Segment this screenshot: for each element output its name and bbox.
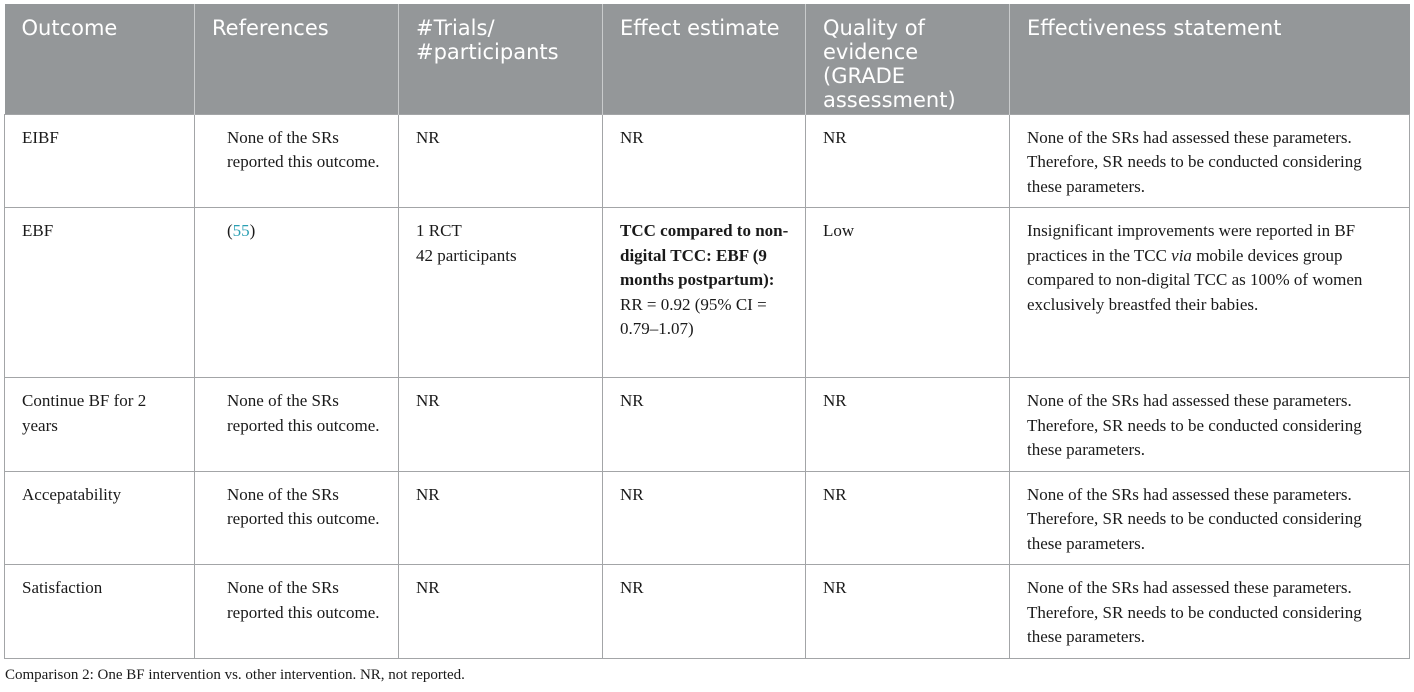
ref-open-paren: ( bbox=[227, 221, 233, 240]
cell-outcome: EIBF bbox=[4, 113, 195, 208]
cell-statement: None of the SRs had assessed these param… bbox=[1009, 377, 1410, 472]
cell-outcome: Continue BF for 2 years bbox=[4, 377, 195, 472]
header-references: References bbox=[194, 4, 399, 114]
cell-references: None of the SRs reported this outcome. bbox=[194, 377, 399, 472]
cell-outcome: Accepatability bbox=[4, 470, 195, 565]
header-outcome: Outcome bbox=[4, 4, 195, 114]
effect-comparison-label: TCC compared to non-digital TCC: EBF (9 … bbox=[620, 221, 789, 289]
cell-trials: NR bbox=[398, 377, 603, 472]
cell-quality: NR bbox=[805, 377, 1010, 472]
cell-references: None of the SRs reported this outcome. bbox=[194, 113, 399, 208]
header-quality-of-evidence: Quality of evidence (GRADE assessment) bbox=[805, 4, 1010, 114]
cell-trials: NR bbox=[398, 470, 603, 565]
cell-effect: NR bbox=[602, 377, 806, 472]
header-effectiveness-statement: Effectiveness statement bbox=[1009, 4, 1410, 114]
cell-quality: NR bbox=[805, 470, 1010, 565]
header-effect-estimate: Effect estimate bbox=[602, 4, 806, 114]
citation-link[interactable]: 55 bbox=[232, 221, 250, 240]
cell-effect: NR bbox=[602, 564, 806, 659]
table-caption: Comparison 2: One BF intervention vs. ot… bbox=[5, 667, 465, 683]
cell-quality: Low bbox=[805, 207, 1010, 378]
cell-statement: None of the SRs had assessed these param… bbox=[1009, 470, 1410, 565]
cell-trials: NR bbox=[398, 564, 603, 659]
statement-via: via bbox=[1171, 245, 1192, 265]
evidence-table-container: Outcome References #Trials/ #participant… bbox=[4, 4, 1410, 659]
cell-trials: NR bbox=[398, 113, 603, 208]
header-row: Outcome References #Trials/ #participant… bbox=[4, 4, 1410, 114]
table-row: EBF (55) 1 RCT 42 participants TCC compar… bbox=[4, 207, 1410, 378]
cell-trials: 1 RCT 42 participants bbox=[398, 207, 603, 378]
cell-outcome: EBF bbox=[4, 207, 195, 378]
participants-count: 42 participants bbox=[416, 245, 517, 265]
table-row: Satisfaction None of the SRs reported th… bbox=[4, 564, 1410, 659]
header-trials-participants: #Trials/ #participants bbox=[398, 4, 603, 114]
table-row: Continue BF for 2 years None of the SRs … bbox=[4, 377, 1410, 472]
statement-part-b: mobile devices group compared to non-dig… bbox=[1027, 245, 1363, 314]
trials-count: 1 RCT bbox=[416, 221, 462, 240]
cell-references: None of the SRs reported this outcome. bbox=[194, 564, 399, 659]
cell-references: (55) bbox=[194, 207, 399, 378]
cell-effect: TCC compared to non-digital TCC: EBF (9 … bbox=[602, 207, 806, 378]
cell-effect: NR bbox=[602, 470, 806, 565]
table-row: EIBF None of the SRs reported this outco… bbox=[4, 113, 1410, 208]
evidence-table: Outcome References #Trials/ #participant… bbox=[4, 4, 1410, 659]
effect-value: RR = 0.92 (95% CI = 0.79–1.07) bbox=[620, 294, 767, 339]
cell-quality: NR bbox=[805, 113, 1010, 208]
cell-statement: None of the SRs had assessed these param… bbox=[1009, 113, 1410, 208]
cell-statement: None of the SRs had assessed these param… bbox=[1009, 564, 1410, 659]
cell-references: None of the SRs reported this outcome. bbox=[194, 470, 399, 565]
ref-close-paren: ) bbox=[249, 221, 256, 240]
cell-effect: NR bbox=[602, 113, 806, 208]
cell-statement: Insignificant improvements were reported… bbox=[1009, 207, 1410, 378]
cell-quality: NR bbox=[805, 564, 1010, 659]
cell-outcome: Satisfaction bbox=[4, 564, 195, 659]
table-row: Accepatability None of the SRs reported … bbox=[4, 470, 1410, 565]
statement-part-a: Insignificant improvements were reported… bbox=[1027, 221, 1356, 265]
